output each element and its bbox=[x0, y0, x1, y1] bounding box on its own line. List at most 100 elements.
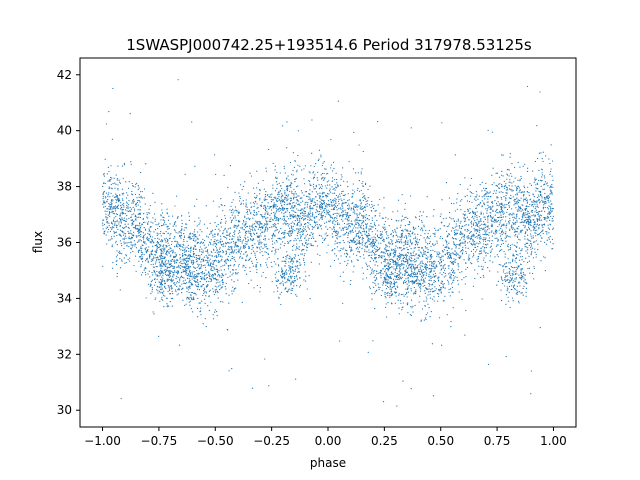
data-point bbox=[409, 239, 411, 241]
data-point bbox=[196, 273, 198, 275]
data-point bbox=[107, 180, 109, 182]
data-point bbox=[261, 201, 263, 203]
data-point bbox=[518, 225, 520, 227]
data-point bbox=[298, 203, 300, 205]
data-point bbox=[139, 239, 141, 241]
data-point bbox=[266, 210, 268, 212]
data-point bbox=[472, 212, 474, 215]
data-point bbox=[237, 225, 239, 227]
data-point bbox=[344, 234, 346, 236]
data-point bbox=[386, 237, 388, 240]
data-point bbox=[115, 198, 117, 201]
data-point bbox=[418, 301, 420, 303]
data-point bbox=[171, 250, 173, 252]
data-point bbox=[516, 231, 518, 233]
data-point bbox=[413, 247, 415, 249]
data-point bbox=[533, 223, 535, 226]
data-point bbox=[280, 209, 282, 211]
data-point bbox=[443, 269, 446, 271]
data-point bbox=[158, 238, 160, 240]
data-point bbox=[219, 250, 222, 253]
data-point bbox=[147, 249, 149, 251]
data-point bbox=[333, 219, 335, 222]
data-point bbox=[528, 218, 530, 220]
data-point bbox=[440, 265, 442, 267]
data-point bbox=[175, 240, 177, 242]
data-point bbox=[341, 218, 343, 221]
data-point bbox=[526, 201, 529, 203]
data-point bbox=[297, 254, 299, 256]
data-point bbox=[463, 234, 465, 236]
data-point bbox=[204, 264, 206, 266]
data-point bbox=[264, 205, 266, 207]
data-point bbox=[261, 205, 263, 207]
data-point bbox=[175, 255, 178, 257]
data-point bbox=[525, 214, 527, 216]
data-point bbox=[293, 196, 295, 198]
data-point bbox=[481, 205, 483, 207]
data-point bbox=[514, 217, 516, 219]
data-point bbox=[368, 219, 370, 221]
data-point bbox=[167, 290, 169, 292]
data-point bbox=[457, 220, 460, 222]
data-point bbox=[115, 216, 117, 218]
data-point bbox=[548, 213, 550, 215]
data-point bbox=[275, 211, 277, 213]
data-point bbox=[472, 285, 475, 287]
data-point bbox=[357, 172, 359, 174]
data-point bbox=[489, 270, 491, 272]
data-point bbox=[476, 215, 478, 217]
data-point bbox=[484, 231, 486, 233]
data-point bbox=[470, 177, 473, 180]
data-point bbox=[305, 191, 308, 193]
data-point bbox=[431, 276, 433, 278]
data-point bbox=[289, 240, 291, 242]
data-point bbox=[505, 185, 507, 187]
data-point bbox=[365, 198, 367, 200]
data-point bbox=[396, 267, 398, 269]
data-point bbox=[405, 260, 407, 262]
data-point bbox=[451, 262, 453, 264]
data-point bbox=[270, 212, 272, 214]
data-point bbox=[162, 219, 164, 221]
data-point bbox=[214, 285, 216, 287]
data-point bbox=[423, 279, 425, 281]
data-point bbox=[194, 235, 197, 237]
data-point bbox=[480, 252, 483, 254]
data-point bbox=[282, 223, 284, 225]
data-point bbox=[351, 196, 353, 198]
data-point bbox=[211, 231, 213, 233]
data-point bbox=[457, 253, 459, 255]
data-point bbox=[524, 245, 526, 248]
data-point bbox=[210, 267, 212, 270]
data-point bbox=[216, 290, 219, 292]
data-point bbox=[122, 213, 124, 215]
data-point bbox=[543, 175, 545, 177]
data-point bbox=[501, 198, 503, 200]
data-point bbox=[323, 161, 325, 163]
data-point bbox=[205, 250, 207, 252]
data-point bbox=[325, 168, 327, 170]
data-point bbox=[543, 217, 545, 219]
data-point bbox=[128, 204, 130, 206]
data-point bbox=[134, 218, 137, 220]
data-point bbox=[298, 195, 300, 197]
data-point bbox=[404, 224, 406, 227]
data-point bbox=[352, 189, 354, 191]
data-point bbox=[280, 195, 283, 198]
data-point bbox=[229, 246, 231, 248]
data-point bbox=[202, 289, 205, 292]
data-point bbox=[104, 205, 106, 208]
data-point bbox=[450, 218, 452, 220]
data-point bbox=[276, 183, 278, 185]
data-point bbox=[472, 238, 474, 241]
data-point bbox=[161, 203, 163, 205]
data-point bbox=[119, 214, 121, 216]
data-point bbox=[383, 251, 385, 253]
data-point bbox=[470, 220, 473, 222]
data-point bbox=[531, 201, 533, 203]
data-point bbox=[302, 233, 304, 236]
data-point bbox=[274, 204, 276, 206]
data-point bbox=[319, 197, 321, 200]
data-point bbox=[165, 253, 167, 255]
